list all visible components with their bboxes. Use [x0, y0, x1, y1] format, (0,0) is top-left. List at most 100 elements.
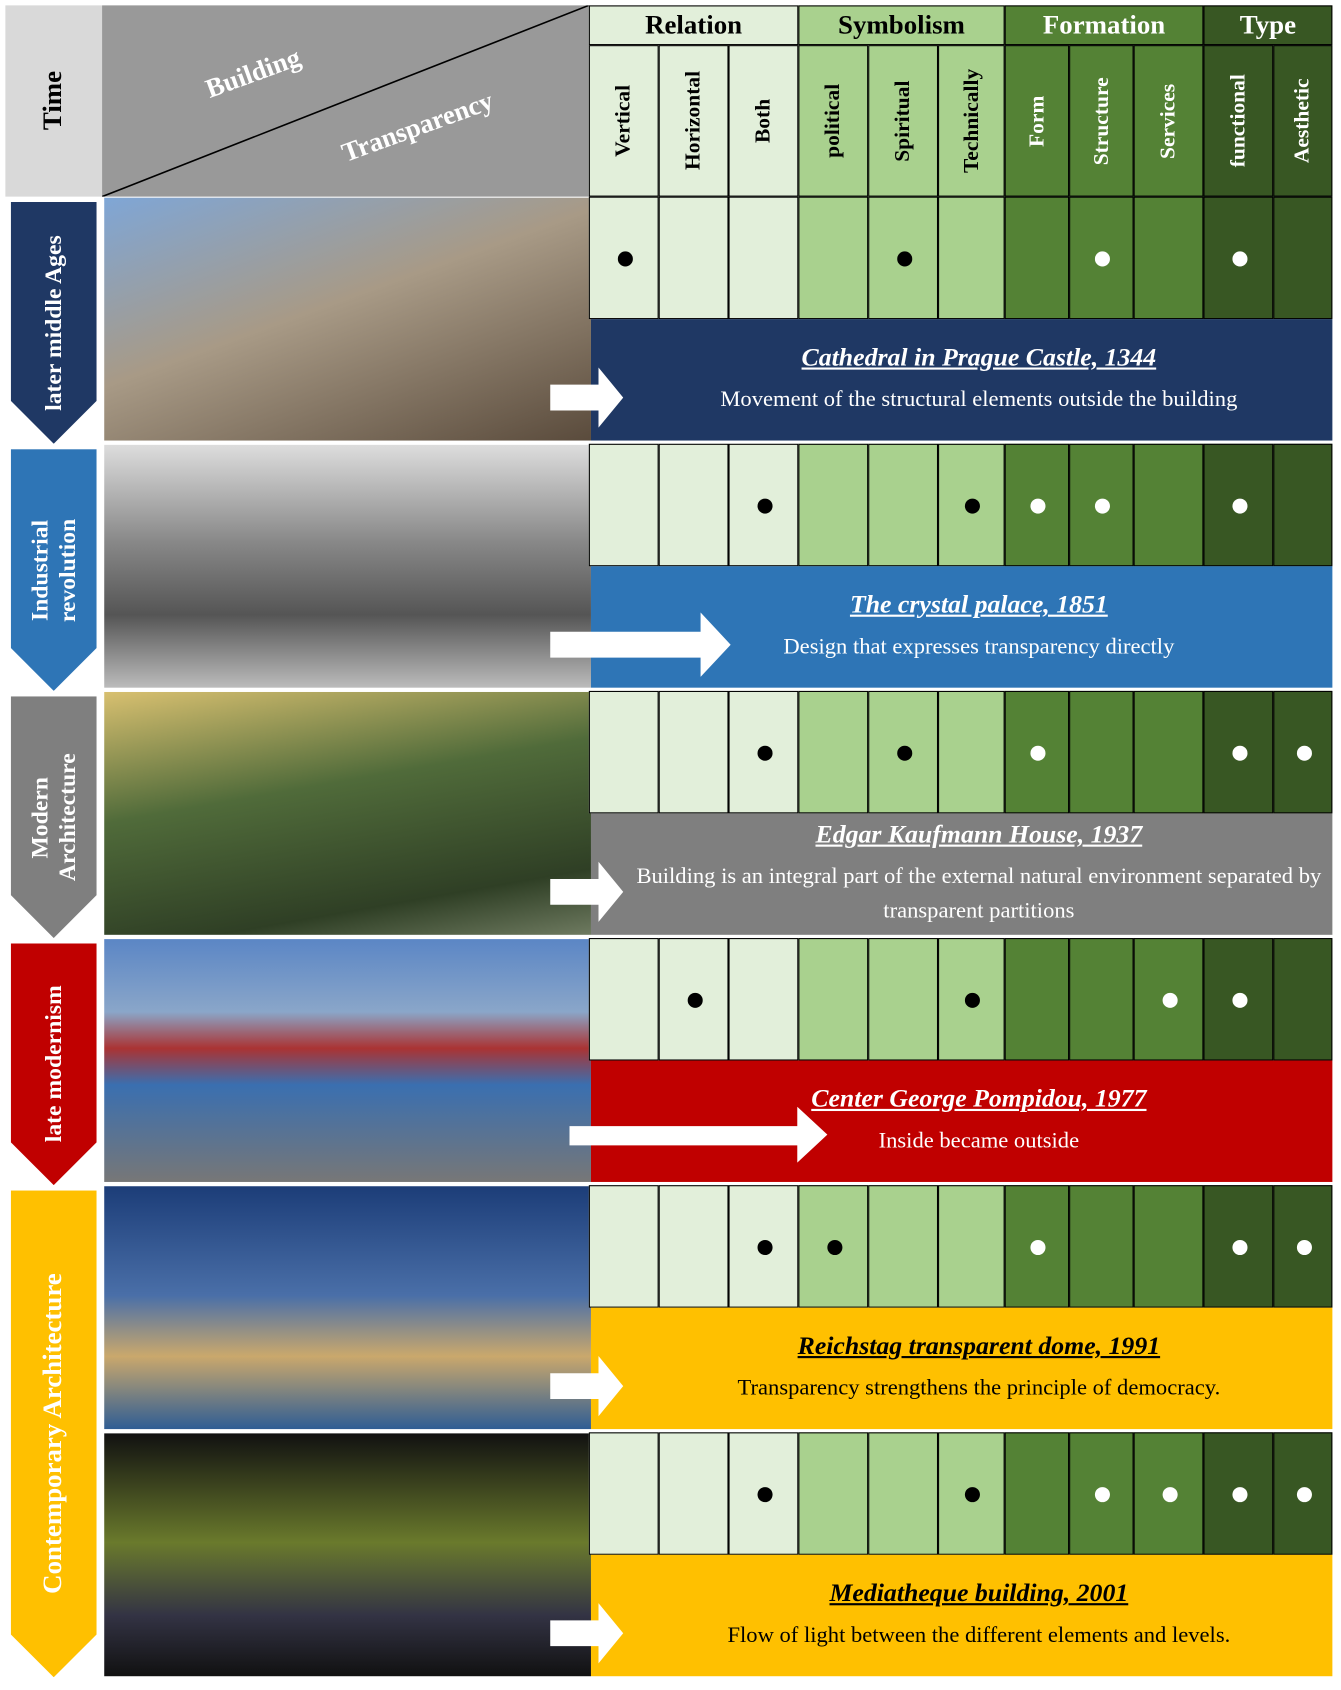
criteria-dot: [964, 498, 980, 514]
column-label: Form: [1024, 95, 1049, 147]
criteria-cell: [798, 1432, 869, 1555]
building-title: Center George Pompidou, 1977: [811, 1085, 1147, 1114]
arrow: [550, 861, 624, 922]
criteria-cell: [1069, 938, 1134, 1061]
column-label: Spiritual: [890, 80, 915, 162]
column-header: Vertical: [588, 45, 659, 197]
period-label: late modernism: [39, 985, 67, 1143]
period-chevron: Modern Architecture: [11, 696, 97, 938]
arrow-shape: [550, 861, 624, 922]
criteria-dot: [1231, 498, 1247, 514]
criteria-dot: [617, 251, 633, 267]
criteria-cell: [868, 1432, 939, 1555]
criteria-dot: [756, 1239, 773, 1256]
criteria-cell: [588, 690, 659, 814]
group-header: Formation: [1004, 5, 1204, 46]
criteria-dot: [1094, 1487, 1110, 1503]
arrow: [550, 367, 624, 428]
arrow: [550, 1356, 624, 1417]
criteria-cell: [1133, 938, 1204, 1061]
time-label: Time: [38, 71, 68, 131]
period-label: Contemporary Architecture: [38, 1273, 68, 1595]
criteria-dot: [687, 992, 703, 1008]
criteria-cell: [798, 443, 869, 567]
description-box: Center George Pompidou, 1977 Inside becam…: [590, 1060, 1333, 1182]
building-description: Building is an integral part of the exte…: [636, 862, 1322, 923]
criteria-cell: [658, 690, 729, 814]
criteria-cell: [938, 938, 1005, 1061]
criteria-cell: [798, 690, 869, 814]
column-header: Spiritual: [868, 45, 939, 197]
criteria-cell: [1273, 1185, 1333, 1308]
arrow: [550, 1603, 624, 1664]
description-box: Reichstag transparent dome, 1991 Transpar…: [590, 1307, 1333, 1430]
column-header: Horizontal: [658, 45, 729, 197]
building-photo: [104, 197, 591, 441]
arrow-shape: [550, 612, 731, 677]
criteria-dot: [756, 745, 773, 761]
criteria-dot: [896, 251, 912, 267]
criteria-cell: [728, 196, 799, 320]
group-header: Symbolism: [798, 5, 1005, 46]
criteria-cell: [1004, 690, 1070, 814]
criteria-cell: [1069, 690, 1134, 814]
column-header: functional: [1203, 45, 1274, 197]
group-header: Type: [1203, 5, 1333, 46]
column-label: Both: [751, 98, 775, 143]
criteria-cell: [728, 443, 799, 567]
diagonal-line: [102, 5, 589, 197]
column-header: political: [798, 45, 869, 197]
criteria-cell: [1203, 1185, 1274, 1308]
criteria-cell: [1069, 1432, 1134, 1555]
criteria-cell: [1273, 443, 1333, 567]
period-label: Industrial revolution: [25, 518, 81, 622]
criteria-cell: [728, 1432, 799, 1555]
period-chevron: late modernism: [11, 943, 97, 1185]
criteria-cell: [728, 690, 799, 814]
column-label: Aesthetic: [1290, 78, 1315, 164]
criteria-cell: [1069, 443, 1134, 567]
criteria-cell: [938, 690, 1005, 814]
time-header: Time: [5, 5, 103, 197]
criteria-cell: [588, 1185, 659, 1308]
criteria-cell: [1004, 938, 1070, 1061]
column-label: functional: [1226, 74, 1250, 168]
criteria-cell: [1069, 1185, 1134, 1308]
criteria-cell: [1004, 1432, 1070, 1555]
criteria-dot: [1231, 1239, 1247, 1256]
building-title: Cathedral in Prague Castle, 1344: [801, 343, 1157, 372]
building-description: Inside became outside: [878, 1127, 1080, 1153]
group-header: Relation: [588, 5, 799, 46]
building-photo: [104, 1433, 591, 1677]
column-header: Services: [1133, 45, 1204, 197]
column-header: Form: [1004, 45, 1070, 197]
criteria-cell: [868, 196, 939, 320]
period-chevron: Contemporary Architecture: [11, 1191, 97, 1678]
criteria-cell: [1203, 196, 1274, 320]
criteria-dot: [1231, 745, 1247, 761]
column-label: Vertical: [611, 84, 636, 157]
criteria-dot: [964, 1487, 980, 1503]
building-description: Design that expresses transparency direc…: [783, 632, 1175, 659]
diagonal-header: Building Transparency: [102, 5, 589, 197]
building-title: Mediatheque building, 2001: [829, 1579, 1129, 1608]
criteria-cell: [1203, 1432, 1274, 1555]
period-chevron: later middle Ages: [11, 202, 97, 444]
criteria-cell: [1133, 196, 1204, 320]
building-photo: [104, 939, 591, 1182]
building-description: Transparency strengthens the principle o…: [737, 1374, 1221, 1401]
criteria-cell: [728, 1185, 799, 1308]
criteria-dot: [964, 992, 980, 1008]
criteria-cell: [1203, 690, 1274, 814]
column-label: Technically: [958, 68, 983, 174]
criteria-cell: [1004, 196, 1070, 320]
criteria-dot: [1094, 251, 1110, 267]
column-label: Services: [1156, 83, 1180, 159]
criteria-dot: [1162, 1487, 1178, 1503]
arrow-shape: [550, 1356, 624, 1417]
criteria-cell: [798, 938, 869, 1061]
criteria-cell: [1133, 1432, 1204, 1555]
column-label: political: [820, 83, 845, 158]
criteria-cell: [1273, 1432, 1333, 1555]
